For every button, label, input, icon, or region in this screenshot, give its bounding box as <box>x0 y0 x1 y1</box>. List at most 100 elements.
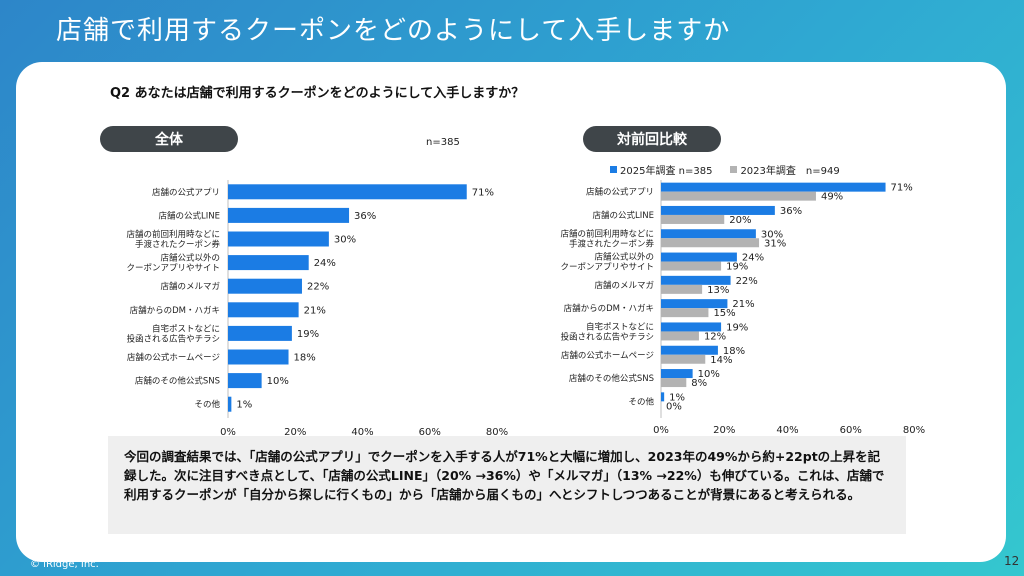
overall-bar-a <box>228 207 350 223</box>
question-text: Q2 あなたは店舗で利用するクーポンをどのようにして入手しますか？ <box>110 86 525 101</box>
comparison-value-label: 8% <box>691 378 707 389</box>
overall-value-label: 22% <box>307 282 329 293</box>
overall-category-label: その他 <box>194 399 220 410</box>
comparison-value-label: 10% <box>698 369 720 380</box>
comparison-bar-b <box>661 238 760 248</box>
overall-bar-a <box>228 231 329 247</box>
slide-title: 店舗で利用するクーポンをどのようにして入手しますか <box>56 16 731 46</box>
overall-x-tick-label: 40% <box>351 427 373 438</box>
legend-item-2023: 2023年調査 n=949 <box>730 162 840 177</box>
overall-value-label: 30% <box>334 235 356 246</box>
comparison-category-label: その他 <box>628 396 654 407</box>
comparison-bar-a <box>661 369 693 379</box>
overall-bar-a <box>228 396 232 412</box>
overall-sample-size: n=385 <box>426 137 460 148</box>
comparison-bar-a <box>661 275 731 285</box>
legend-label-2023: 2023年調査 n=949 <box>740 166 840 177</box>
comparison-category-label: 投函される広告やチラシ <box>561 331 654 342</box>
comparison-bar-b <box>661 354 706 364</box>
overall-x-tick-label: 60% <box>419 427 441 438</box>
legend-label-2025: 2025年調査 n=385 <box>620 166 713 177</box>
overall-bar-a <box>228 278 302 294</box>
overall-category-label: 店舗公式以外の <box>160 253 220 264</box>
overall-bar-a <box>228 349 289 365</box>
comparison-category-label: 店舗の前回利用時などに <box>560 228 654 239</box>
comparison-category-label: クーポンアプリやサイト <box>560 263 654 273</box>
comparison-legend: 2025年調査 n=385 2023年調査 n=949 <box>610 162 840 177</box>
comparison-value-label: 71% <box>891 183 913 194</box>
comparison-value-label: 24% <box>742 253 764 264</box>
comparison-bar-b <box>661 331 699 341</box>
comparison-category-label: 店舗公式以外の <box>594 252 654 263</box>
comparison-value-label: 12% <box>704 331 726 342</box>
comparison-bar-a <box>661 345 718 355</box>
comparison-x-tick-label: 0% <box>653 425 669 436</box>
comparison-value-label: 1% <box>669 392 685 403</box>
comparison-x-tick-label: 20% <box>713 425 735 436</box>
comparison-bar-b <box>661 261 722 271</box>
overall-x-tick-label: 20% <box>284 427 306 438</box>
comparison-category-label: 店舗の公式ホームページ <box>561 350 654 361</box>
comparison-value-label: 14% <box>710 355 732 366</box>
comparison-value-label: 13% <box>707 285 729 296</box>
comparison-bar-a <box>661 322 722 332</box>
overall-value-label: 71% <box>472 187 494 198</box>
legend-swatch-2023 <box>730 166 738 173</box>
overall-value-label: 19% <box>297 329 319 340</box>
overall-bar-a <box>228 302 299 318</box>
overall-bar-a <box>228 255 309 271</box>
comparison-value-label: 19% <box>726 322 748 333</box>
comparison-pill: 対前回比較 <box>583 126 721 152</box>
overall-value-label: 18% <box>294 353 316 364</box>
overall-value-label: 21% <box>304 305 326 316</box>
comparison-value-label: 15% <box>713 308 735 319</box>
comparison-value-label: 19% <box>726 262 748 273</box>
legend-swatch-2025 <box>610 166 617 173</box>
comparison-value-label: 36% <box>780 206 802 217</box>
overall-category-label: 店舗からのDM・ハガキ <box>130 305 220 316</box>
comparison-value-label: 31% <box>764 238 786 249</box>
comparison-bar-b <box>661 378 687 388</box>
comparison-value-label: 49% <box>821 192 843 203</box>
legend-item-2025: 2025年調査 n=385 <box>610 162 712 177</box>
overall-category-label: 店舗の公式LINE <box>159 210 220 221</box>
overall-x-tick-label: 0% <box>220 427 236 438</box>
comparison-x-tick-label: 40% <box>776 425 798 436</box>
comparison-category-label: 店舗からのDM・ハガキ <box>564 303 654 314</box>
overall-bar-a <box>228 373 262 389</box>
comparison-value-label: 22% <box>736 276 758 287</box>
summary-box: 今回の調査結果では、「店舗の公式アプリ」でクーポンを入手する人が71%と大幅に増… <box>108 436 906 534</box>
overall-bar-a <box>228 325 292 341</box>
comparison-bar-b <box>661 284 703 294</box>
comparison-bar-b <box>661 191 816 201</box>
comparison-value-label: 20% <box>729 215 751 226</box>
overall-x-tick-label: 80% <box>486 427 508 438</box>
overall-category-label: 投函される広告やチラシ <box>127 333 220 344</box>
copyright: © iRidge, Inc. <box>30 559 99 570</box>
overall-value-label: 1% <box>236 400 252 411</box>
overall-bar-a <box>228 184 467 200</box>
comparison-category-label: 店舗の公式アプリ <box>586 187 654 198</box>
comparison-category-label: 店舗の公式LINE <box>593 210 654 221</box>
comparison-category-label: 手渡されたクーポン券 <box>569 238 655 249</box>
overall-value-label: 36% <box>354 211 376 222</box>
comparison-category-label: 店舗のメルマガ <box>594 280 654 291</box>
overall-category-label: 店舗の公式ホームページ <box>127 352 220 363</box>
overall-category-label: 自宅ポストなどに <box>152 323 220 334</box>
comparison-bar-a <box>661 299 728 309</box>
overall-category-label: クーポンアプリやサイト <box>126 264 220 274</box>
overall-category-label: 店舗の前回利用時などに <box>126 229 220 240</box>
comparison-value-label: 18% <box>723 346 745 357</box>
comparison-x-tick-label: 60% <box>840 425 862 436</box>
comparison-bar-b <box>661 214 725 224</box>
overall-category-label: 店舗のその他公式SNS <box>135 376 220 387</box>
comparison-value-label: 0% <box>666 401 682 412</box>
overall-value-label: 10% <box>267 376 289 387</box>
overall-category-label: 手渡されたクーポン券 <box>135 239 221 250</box>
comparison-bar-a <box>661 252 737 262</box>
comparison-bar-a <box>661 182 886 192</box>
comparison-bar-a <box>661 392 665 402</box>
comparison-bar-a <box>661 205 775 215</box>
page-number: 12 <box>1004 554 1020 568</box>
